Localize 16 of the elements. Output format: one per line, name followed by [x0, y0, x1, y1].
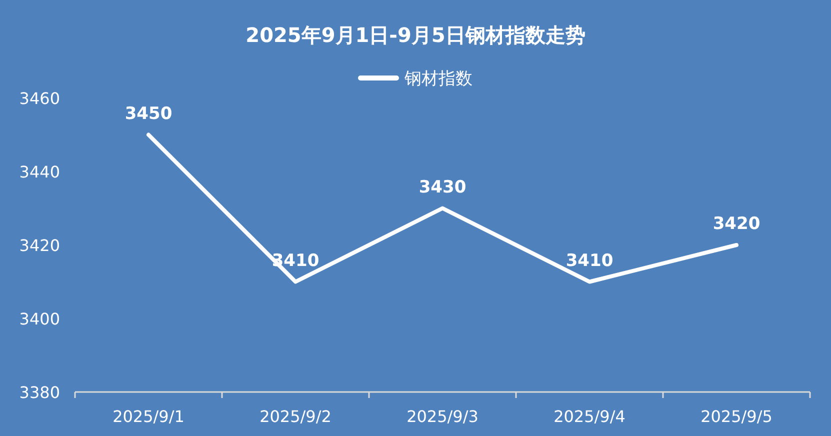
- data-label: 3430: [418, 177, 466, 198]
- data-label: 3410: [566, 250, 614, 271]
- data-label: 3450: [124, 104, 172, 124]
- xtick: 2025/9/3: [406, 407, 478, 426]
- ytick: 3380: [19, 383, 60, 402]
- xtick: 2025/9/4: [554, 407, 626, 426]
- data-label: 3420: [712, 214, 760, 234]
- ytick: 3460: [19, 89, 60, 108]
- title: 2025年9月1日-9月5日钢材指数走势: [246, 23, 586, 47]
- legend-label: 钢材指数: [404, 69, 472, 89]
- ytick: 3400: [19, 310, 60, 328]
- xtick: 2025/9/2: [260, 407, 332, 426]
- xtick: 2025/9/1: [112, 407, 184, 426]
- xtick: 2025/9/5: [700, 407, 772, 426]
- ytick: 3420: [19, 236, 60, 255]
- ytick: 3440: [19, 162, 60, 182]
